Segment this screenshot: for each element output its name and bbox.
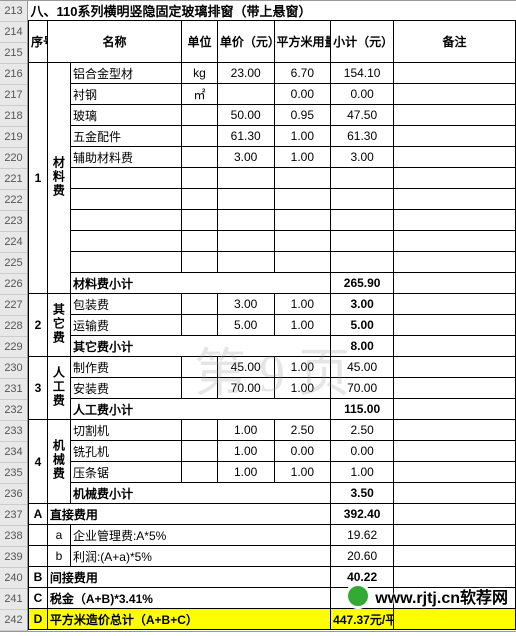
row-number: 235 [0,463,27,484]
group-cat: 其它费 [47,294,70,357]
row-number: 230 [0,358,27,379]
row-number: 223 [0,211,27,232]
row-number: 213 [0,1,27,22]
col-name: 名称 [47,21,181,63]
row-number: 229 [0,337,27,358]
row-number: 224 [0,232,27,253]
col-sub: 小计（元） [331,21,394,63]
row-number: 218 [0,106,27,127]
table-title: 八、110系列横明竖隐固定玻璃排窗（带上悬窗） [29,1,516,21]
group-num: 2 [29,294,48,357]
brand-overlay: www.rjtj.cn软荐网 [345,583,508,609]
row-number: 219 [0,127,27,148]
row-number: 217 [0,85,27,106]
group-cat: 人工费 [47,357,70,420]
group-cat: 机械费 [47,420,70,504]
row-number: 236 [0,484,27,505]
row-number: 221 [0,169,27,190]
row-number: 241 [0,589,27,610]
row-number: 222 [0,190,27,211]
row-number: 214 [0,22,27,43]
row-number: 228 [0,316,27,337]
row-number: 237 [0,505,27,526]
row-number: 234 [0,442,27,463]
brand-text: www.rjtj.cn软荐网 [375,584,508,608]
row-number: 232 [0,400,27,421]
row-number: 239 [0,547,27,568]
group-num: 1 [29,63,48,294]
row-number: 240 [0,568,27,589]
group-num: 4 [29,420,48,504]
col-price: 单价（元） [217,21,274,63]
col-unit: 单位 [182,21,218,63]
row-number: 215 [0,43,27,64]
row-number: 238 [0,526,27,547]
row-number: 216 [0,64,27,85]
row-number: 242 [0,610,27,631]
group-num: 3 [29,357,48,420]
row-number: 231 [0,379,27,400]
wechat-icon [345,583,371,609]
col-qty: 平方米用量 [274,21,331,63]
group-cat: 材料费 [47,63,70,294]
row-number: 220 [0,148,27,169]
cost-table: 八、110系列横明竖隐固定玻璃排窗（带上悬窗）序号名称单位单价（元）平方米用量小… [28,1,516,630]
row-number: 227 [0,295,27,316]
row-number: 233 [0,421,27,442]
row-number: 226 [0,274,27,295]
row-number: 225 [0,253,27,274]
col-seq: 序号 [29,21,48,63]
col-note: 备注 [394,21,516,63]
